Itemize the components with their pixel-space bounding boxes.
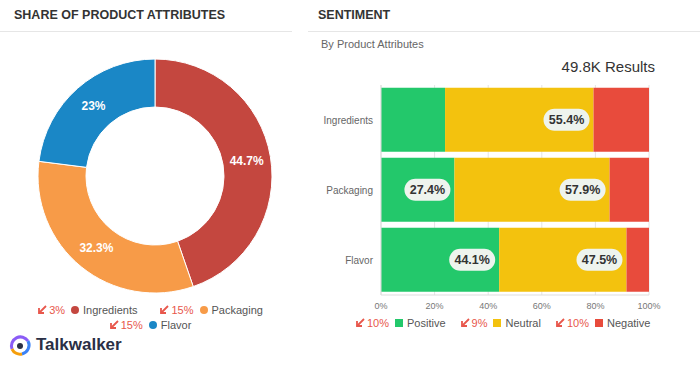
svg-text:60%: 60%: [533, 301, 551, 311]
html-text:9%: 9%: [471, 317, 488, 329]
svg-text:44.1%: 44.1%: [454, 253, 489, 267]
html-text:Packaging: Packaging: [211, 304, 263, 316]
svg-text:32.3%: 32.3%: [79, 241, 113, 255]
svg-text:Ingredients: Ingredients: [324, 115, 373, 126]
html-text:Talkwalker: Talkwalker: [36, 335, 122, 354]
html-text:Neutral: Neutral: [505, 317, 541, 329]
svg-text:0%: 0%: [374, 301, 387, 311]
html-text:15%: 15%: [120, 319, 143, 331]
html-text:15%: 15%: [171, 304, 194, 316]
svg-text:Flavor: Flavor: [345, 255, 373, 266]
html-text:Negative: Negative: [607, 317, 651, 329]
html-text:By Product Attributes: By Product Attributes: [321, 38, 424, 50]
html-text:49.8K Results: 49.8K Results: [561, 58, 655, 75]
svg-text:27.4%: 27.4%: [410, 183, 445, 197]
svg-text:80%: 80%: [586, 301, 604, 311]
html-text:Ingredients: Ingredients: [83, 304, 138, 316]
svg-text:20%: 20%: [426, 301, 444, 311]
svg-text:100%: 100%: [637, 301, 660, 311]
html-text:10%: 10%: [566, 317, 589, 329]
html-text:Positive: Positive: [407, 317, 446, 329]
svg-text:40%: 40%: [479, 301, 497, 311]
svg-text:57.9%: 57.9%: [565, 183, 600, 197]
svg-text:55.4%: 55.4%: [549, 113, 584, 127]
svg-text:23%: 23%: [81, 99, 105, 113]
html-text:Flavor: Flavor: [160, 319, 192, 331]
svg-text:Packaging: Packaging: [326, 185, 373, 196]
html-text:3%: 3%: [49, 304, 65, 316]
html-text:SENTIMENT: SENTIMENT: [318, 8, 391, 22]
html-text:10%: 10%: [367, 317, 389, 329]
html-text:SHARE OF PRODUCT ATTRIBUTES: SHARE OF PRODUCT ATTRIBUTES: [14, 8, 226, 22]
svg-text:44.7%: 44.7%: [230, 154, 264, 168]
svg-text:47.5%: 47.5%: [582, 253, 617, 267]
